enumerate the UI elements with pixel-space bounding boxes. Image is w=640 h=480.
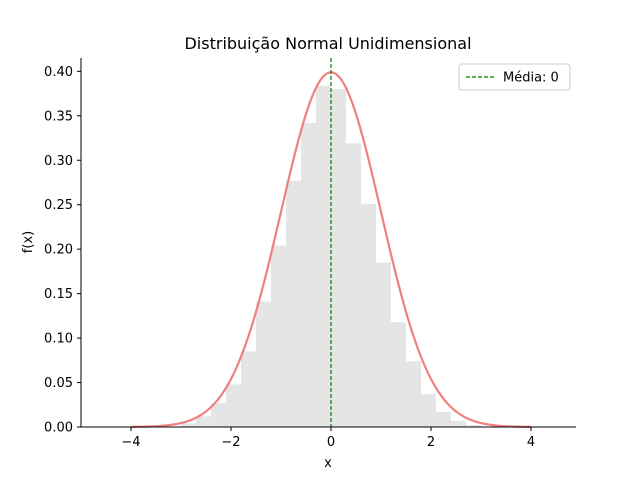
histogram-bar — [406, 361, 421, 427]
x-tick-label: −2 — [221, 435, 240, 450]
x-tick-label: 4 — [527, 435, 535, 450]
histogram-bar — [286, 180, 301, 427]
legend-label: Média: 0 — [503, 71, 559, 86]
y-tick-label: 0.15 — [44, 287, 73, 302]
x-ticks: −4 −2 0 2 4 — [121, 427, 535, 450]
y-tick-label: 0.40 — [44, 65, 73, 80]
y-axis-label: f(x) — [21, 231, 36, 253]
histogram-bar — [241, 351, 256, 427]
legend-box — [458, 63, 571, 91]
y-tick-label: 0.05 — [44, 376, 73, 391]
y-tick-label: 0.00 — [44, 421, 73, 436]
y-tick-label: 0.10 — [44, 332, 73, 347]
chart-title: Distribuição Normal Unidimensional — [184, 34, 471, 53]
histogram-bar — [376, 262, 391, 427]
y-tick-label: 0.35 — [44, 109, 73, 124]
histogram-bar — [361, 203, 376, 427]
y-tick-label: 0.20 — [44, 243, 73, 258]
histogram-bar — [421, 394, 436, 427]
histogram-bar — [196, 416, 211, 427]
histogram-bar — [211, 402, 226, 427]
histogram-bar — [316, 85, 331, 428]
histogram-bar — [271, 245, 286, 427]
histogram-bar — [226, 384, 241, 427]
histogram-bars — [181, 85, 481, 428]
axes — [80, 58, 576, 428]
histogram-bar — [451, 420, 466, 427]
legend: Média: 0 — [458, 63, 571, 91]
histogram-bar — [346, 143, 361, 427]
y-ticks: 0.00 0.05 0.10 0.15 0.20 0.25 0.30 0.35 0.40 — [44, 65, 81, 436]
histogram-bar — [391, 322, 406, 427]
x-tick-label: 2 — [427, 435, 435, 450]
x-axis-label: x — [324, 456, 332, 471]
histogram-bar — [181, 423, 196, 427]
histogram-bar — [301, 122, 316, 427]
histogram-bar — [466, 425, 481, 427]
x-tick-label: −4 — [121, 435, 140, 450]
x-tick-label: 0 — [327, 435, 335, 450]
histogram-bar — [331, 89, 346, 427]
y-tick-label: 0.30 — [44, 154, 73, 169]
histogram-bar — [256, 301, 271, 427]
y-tick-label: 0.25 — [44, 198, 73, 213]
histogram-bar — [436, 411, 451, 427]
